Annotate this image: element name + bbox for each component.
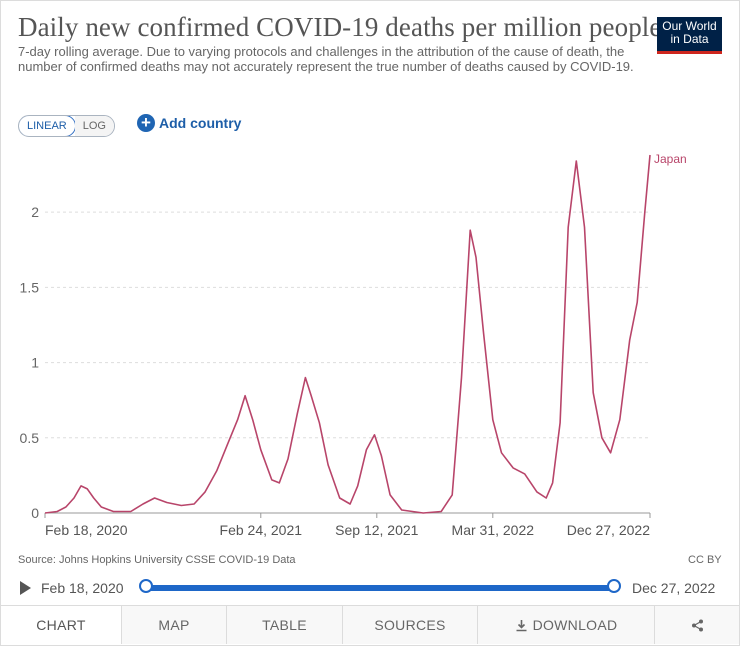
plus-circle-icon: +	[137, 114, 155, 132]
logo-line-1: Our World	[662, 19, 717, 33]
logo-line-2: in Data	[670, 32, 709, 46]
tab-download[interactable]: DOWNLOAD	[478, 606, 655, 644]
tab-download-label: DOWNLOAD	[532, 617, 618, 633]
x-tick-label: Feb 18, 2020	[45, 522, 128, 538]
timeline-start-label: Feb 18, 2020	[41, 580, 124, 596]
bottom-tab-bar: CHART MAP TABLE SOURCES DOWNLOAD	[1, 605, 739, 644]
timeline-control: Feb 18, 2020 Dec 27, 2022	[18, 576, 724, 600]
y-tick-label: 1.5	[20, 279, 40, 295]
chart-subtitle: 7-day rolling average. Due to varying pr…	[18, 44, 634, 74]
x-tick-label: Dec 27, 2022	[567, 522, 650, 538]
timeline-end-handle[interactable]	[607, 579, 621, 593]
series-label-japan: Japan	[654, 152, 687, 166]
license-link[interactable]: CC BY	[688, 554, 722, 566]
tab-chart-label: CHART	[36, 617, 86, 633]
y-tick-label: 0	[31, 505, 39, 521]
linear-scale-button[interactable]: LINEAR	[18, 116, 76, 136]
x-tick-label: Feb 24, 2021	[220, 522, 303, 538]
log-scale-button[interactable]: LOG	[74, 116, 114, 136]
y-tick-label: 0.5	[20, 430, 40, 446]
logo-accent-bar	[657, 51, 722, 54]
share-button[interactable]	[655, 606, 739, 644]
x-tick-label: Mar 31, 2022	[452, 522, 535, 538]
tab-chart[interactable]: CHART	[1, 606, 122, 644]
owid-logo[interactable]: Our World in Data	[657, 17, 722, 54]
play-icon[interactable]	[20, 581, 31, 595]
y-tick-label: 1	[31, 355, 39, 371]
tab-sources[interactable]: SOURCES	[343, 606, 478, 644]
scale-toggle: LINEAR LOG	[18, 115, 115, 137]
tab-map[interactable]: MAP	[122, 606, 227, 644]
chart-title: Daily new confirmed COVID-19 deaths per …	[18, 12, 662, 42]
tab-map-label: MAP	[158, 617, 190, 633]
x-tick-label: Sep 12, 2021	[335, 522, 419, 538]
add-country-button[interactable]: + Add country	[137, 114, 241, 132]
tab-table[interactable]: TABLE	[227, 606, 343, 644]
timeline-end-label: Dec 27, 2022	[632, 580, 716, 596]
add-country-label: Add country	[159, 115, 242, 131]
y-axis-ticks: 0 0.5 1 1.5 2	[20, 204, 40, 521]
tab-table-label: TABLE	[262, 617, 307, 633]
timeline-start-handle[interactable]	[139, 579, 153, 593]
download-icon	[516, 619, 527, 631]
x-axis: Feb 18, 2020 Feb 24, 2021 Sep 12, 2021 Mar …	[44, 512, 651, 538]
series-line-japan	[44, 154, 651, 514]
source-note: Source: Johns Hopkins University CSSE CO…	[18, 554, 296, 566]
line-chart: 0 0.5 1 1.5 2 Feb 18, 2020 Feb 24, 2021 Sep 12…	[20, 152, 687, 538]
share-icon	[691, 619, 703, 631]
tab-sources-label: SOURCES	[374, 617, 446, 633]
timeline-track[interactable]	[146, 585, 614, 591]
chart-gridlines	[45, 211, 650, 439]
chart-series: Japan	[44, 152, 687, 514]
y-tick-label: 2	[31, 204, 39, 220]
